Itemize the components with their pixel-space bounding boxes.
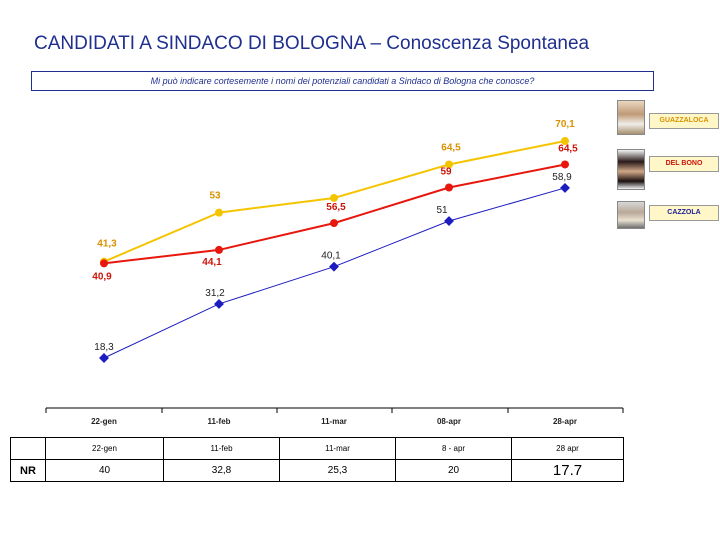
data-point — [444, 216, 454, 226]
table-cell: 40 — [45, 459, 164, 482]
data-label: 31,2 — [205, 288, 225, 299]
series-guazzaloca: 41,3 53 64,5 70,1 — [97, 119, 575, 266]
data-label: 64,5 — [558, 143, 578, 154]
table-header-cell: 8 - apr — [395, 437, 512, 460]
data-point — [561, 137, 569, 145]
data-label: 70,1 — [555, 119, 575, 130]
survey-question: Mi può indicare cortesemente i nomi dei … — [31, 71, 654, 91]
nr-table: 22-gen 11-feb 11-mar 8 - apr 28 apr NR 4… — [10, 437, 624, 482]
data-point — [215, 208, 223, 217]
table-cell: 17.7 — [511, 459, 624, 482]
table-row: NR 40 32,8 25,3 20 17.7 — [10, 459, 624, 482]
row-label-nr: NR — [10, 459, 46, 482]
table-cell: 32,8 — [163, 459, 280, 482]
data-label: 64,5 — [441, 142, 461, 153]
candidate-photo-del-bono — [617, 149, 645, 190]
data-label: 40,9 — [92, 271, 112, 282]
table-header-cell: 11-mar — [279, 437, 396, 460]
data-point — [100, 259, 108, 268]
legend-item-cazzola: CAZZOLA — [649, 205, 719, 221]
x-tick-label: 08-apr — [437, 417, 461, 426]
data-label: 51 — [436, 205, 448, 216]
data-point — [330, 219, 338, 228]
series-del-bono: 40,9 44,1 56,5 59 64,5 — [92, 143, 578, 282]
data-label: 18,3 — [94, 342, 114, 353]
x-tick-label: 11-feb — [207, 417, 230, 426]
data-point — [215, 245, 223, 254]
data-label: 40,1 — [321, 251, 341, 262]
candidate-photo-guazzaloca — [617, 100, 645, 135]
data-label: 56,5 — [326, 202, 346, 213]
data-point — [560, 182, 570, 193]
data-point — [561, 160, 569, 169]
data-point — [445, 183, 453, 192]
data-point — [214, 299, 224, 309]
table-header-cell: 28 apr — [511, 437, 624, 460]
data-point — [330, 193, 338, 202]
page-title: CANDIDATI A SINDACO DI BOLOGNA – Conosce… — [34, 33, 590, 54]
data-label: 41,3 — [97, 239, 117, 250]
legend-item-guazzaloca: GUAZZALOCA — [649, 113, 719, 129]
x-tick-label: 28-apr — [553, 417, 577, 426]
candidate-photo-cazzola — [617, 201, 645, 229]
series-cazzola: 18,3 31,2 40,1 51 58,9 — [94, 172, 572, 363]
table-header-cell: 11-feb — [163, 437, 280, 460]
table-header-row: 22-gen 11-feb 11-mar 8 - apr 28 apr — [10, 437, 624, 460]
table-corner-cell — [10, 437, 46, 460]
x-tick-label: 11-mar — [321, 417, 347, 426]
data-label: 59 — [440, 167, 452, 178]
table-cell: 20 — [395, 459, 512, 482]
data-point — [99, 353, 109, 363]
data-label: 44,1 — [202, 257, 222, 268]
legend-item-del-bono: DEL BONO — [649, 156, 719, 172]
data-point — [329, 261, 339, 272]
data-label: 58,9 — [552, 172, 572, 183]
table-header-cell: 22-gen — [45, 437, 164, 460]
table-cell: 25,3 — [279, 459, 396, 482]
series-line — [103, 187, 566, 359]
x-tick-label: 22-gen — [91, 417, 117, 426]
data-point — [445, 160, 453, 169]
series-line — [103, 163, 566, 265]
data-label: 53 — [209, 191, 221, 202]
